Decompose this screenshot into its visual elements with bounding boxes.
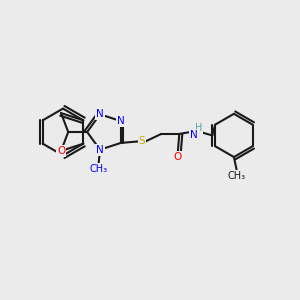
Text: N: N bbox=[190, 130, 198, 140]
Text: N: N bbox=[96, 145, 104, 155]
Text: N: N bbox=[96, 109, 104, 119]
Text: CH₃: CH₃ bbox=[89, 164, 108, 174]
Text: H: H bbox=[195, 123, 202, 133]
Text: CH₃: CH₃ bbox=[228, 171, 246, 181]
Text: S: S bbox=[139, 136, 145, 146]
Text: N: N bbox=[117, 116, 125, 126]
Text: O: O bbox=[57, 146, 65, 156]
Text: O: O bbox=[174, 152, 182, 162]
